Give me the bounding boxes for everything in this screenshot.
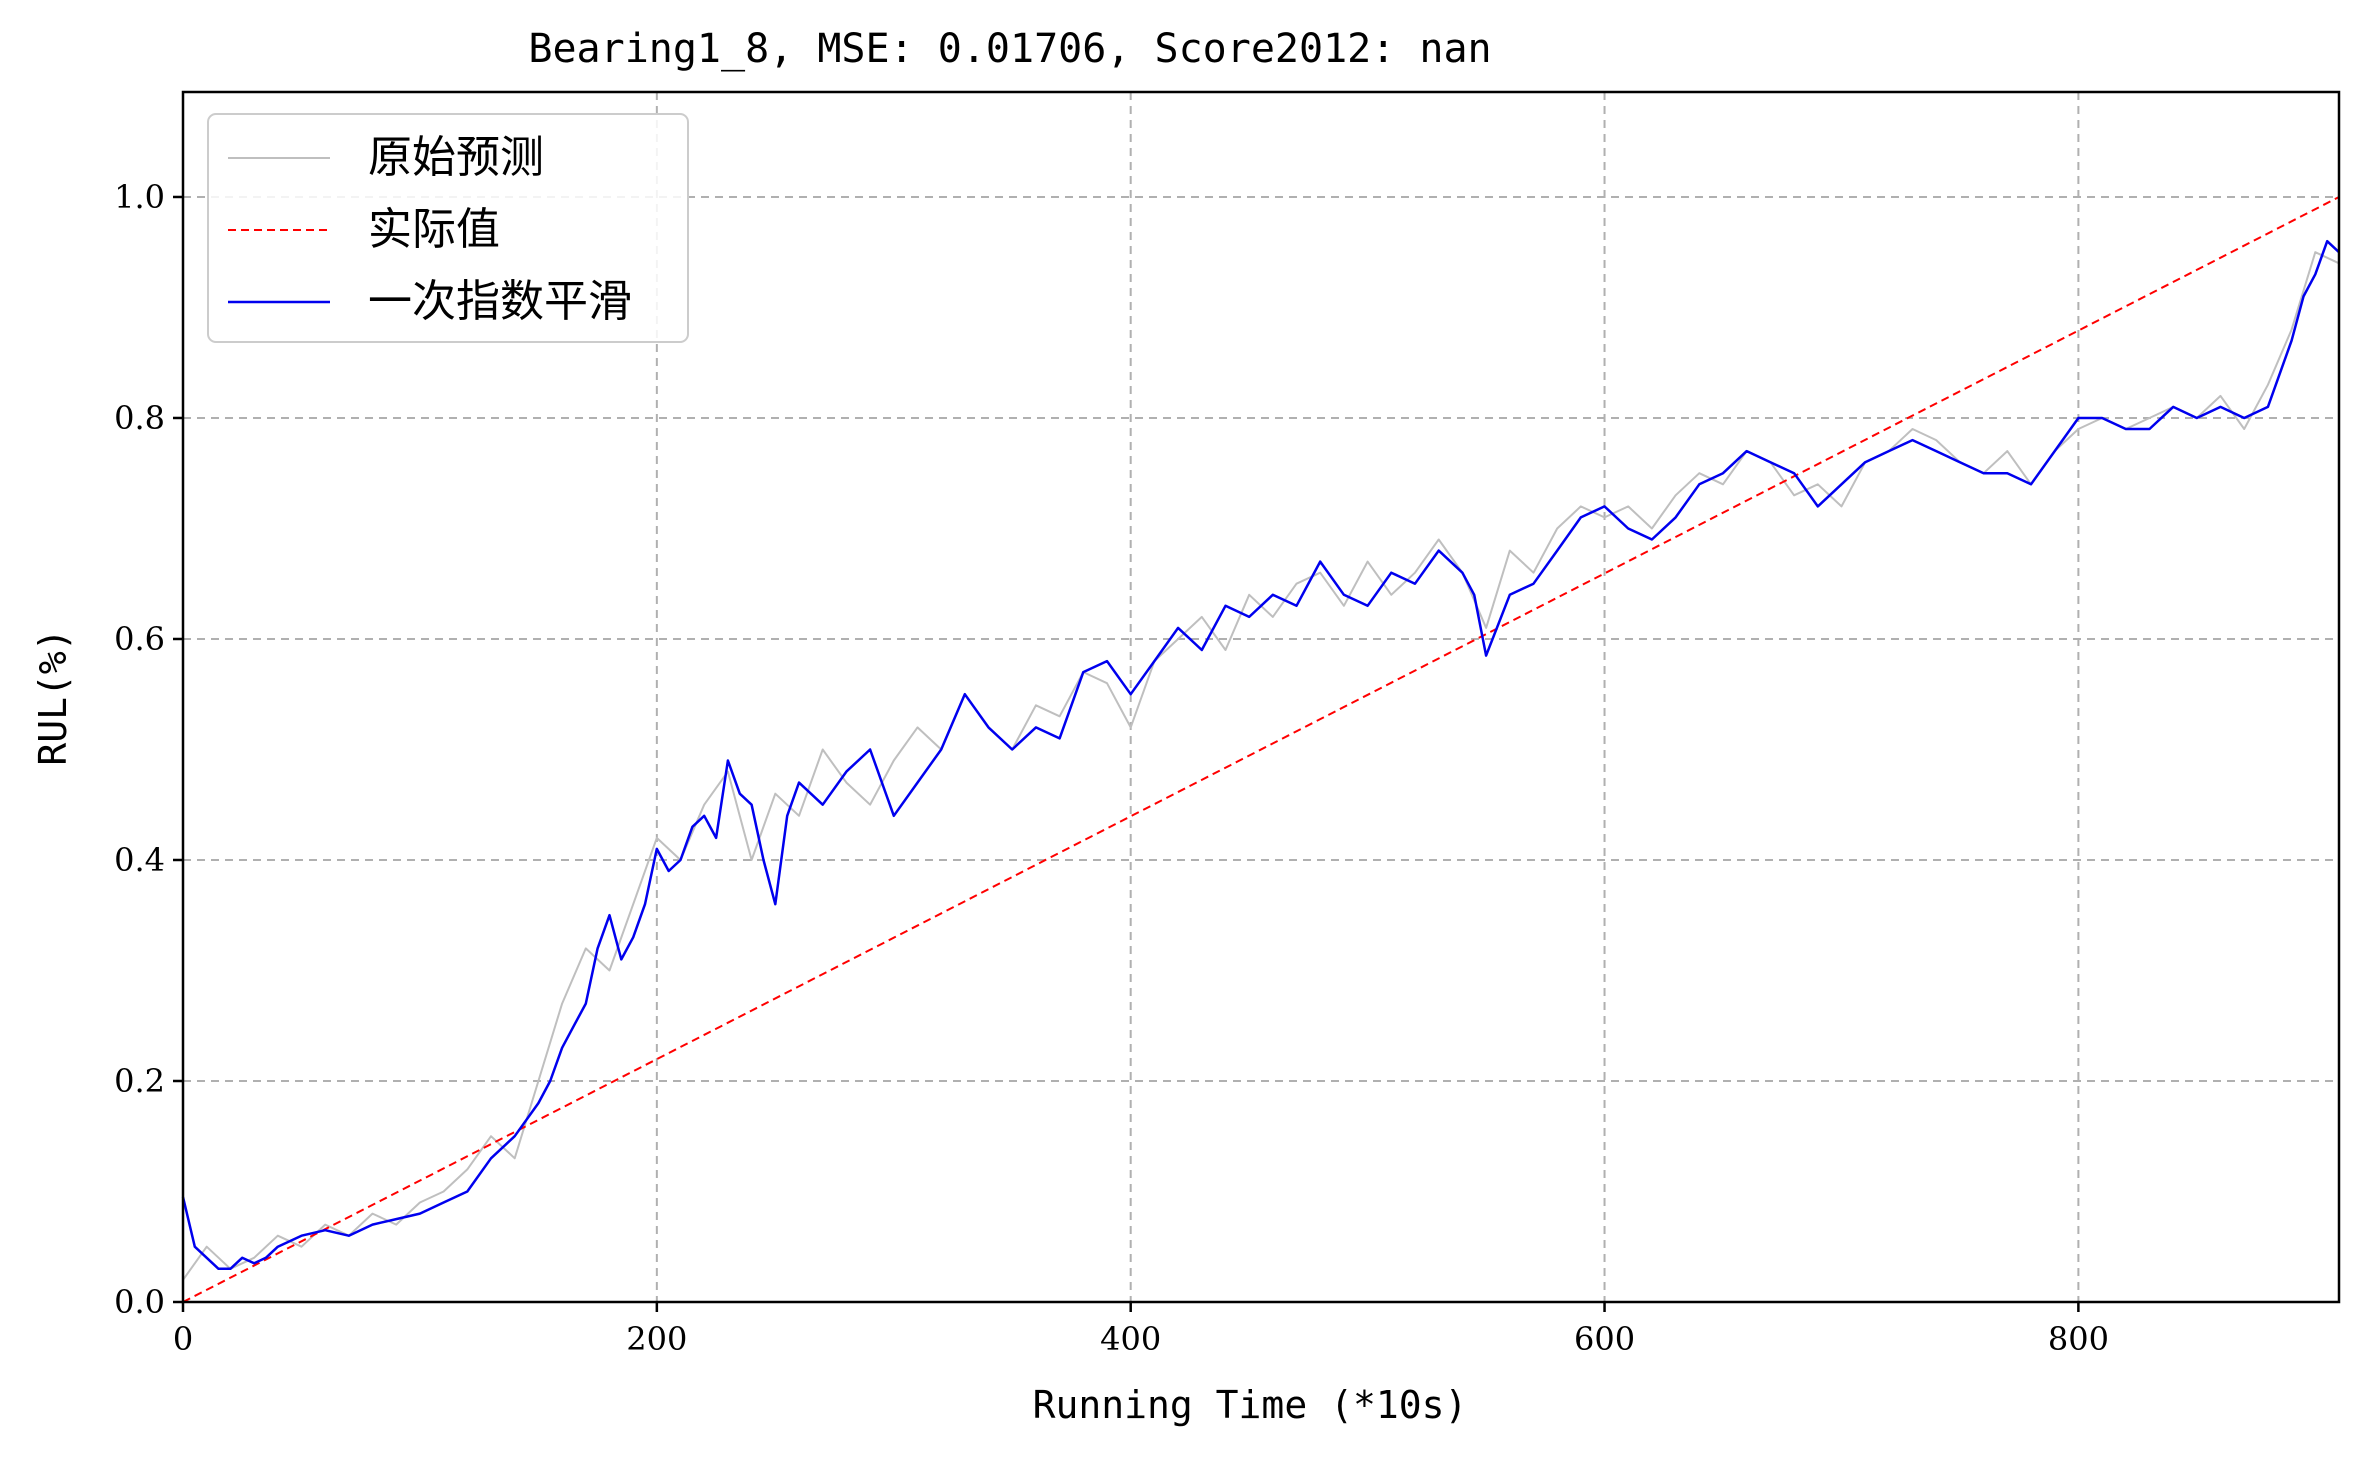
legend: 原始预测 实际值 一次指数平滑 (207, 113, 689, 343)
y-tick-label: 0.4 (114, 841, 165, 879)
legend-label-smoothed: 一次指数平滑 (368, 276, 632, 327)
legend-label-raw: 原始预测 (368, 132, 544, 183)
chart-title: Bearing1_8, MSE: 0.01706, Score2012: nan (528, 26, 1491, 72)
x-tick-label: 600 (1574, 1320, 1635, 1358)
x-tick-label: 0 (173, 1320, 193, 1358)
y-tick-label: 1.0 (114, 178, 165, 216)
y-axis: 0.0 0.2 0.4 0.6 0.8 1.0 (114, 178, 183, 1321)
plot-series (181, 196, 2340, 1303)
x-tick-label: 800 (2048, 1320, 2109, 1358)
raw-prediction-line (182, 251, 2340, 1281)
y-tick-label: 0.2 (114, 1062, 165, 1100)
x-axis: 0 200 400 600 800 (173, 1302, 2109, 1358)
y-tick-label: 0.0 (114, 1283, 165, 1321)
smoothed-prediction-line (181, 239, 2340, 1271)
legend-label-actual: 实际值 (368, 204, 500, 255)
grid (183, 92, 2339, 1302)
actual-value-line (182, 196, 2340, 1303)
y-tick-label: 0.8 (114, 399, 165, 437)
x-tick-label: 200 (626, 1320, 687, 1358)
y-tick-label: 0.6 (114, 620, 165, 658)
y-axis-label: RUL(%) (31, 628, 75, 765)
x-axis-label: Running Time (*10s) (1033, 1383, 1468, 1427)
legend-box (207, 113, 689, 343)
x-tick-label: 400 (1100, 1320, 1161, 1358)
plot-frame (181, 90, 2341, 1304)
